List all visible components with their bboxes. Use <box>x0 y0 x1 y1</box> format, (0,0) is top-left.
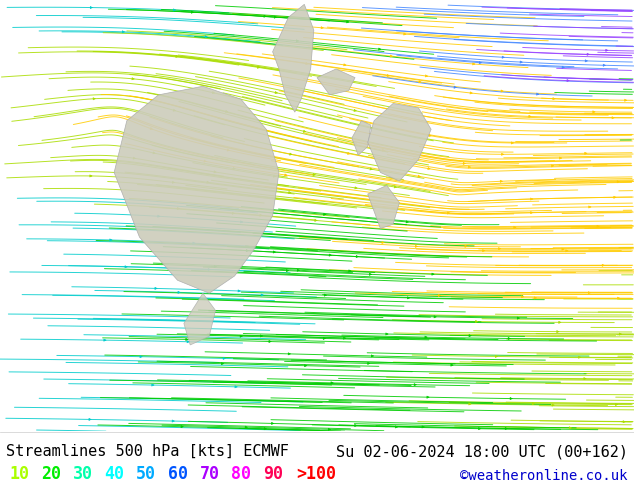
Text: 30: 30 <box>73 465 93 483</box>
Text: ©weatheronline.co.uk: ©weatheronline.co.uk <box>460 469 628 483</box>
Text: >100: >100 <box>297 465 337 483</box>
Polygon shape <box>368 185 399 228</box>
Text: 60: 60 <box>168 465 188 483</box>
Text: 40: 40 <box>105 465 125 483</box>
Polygon shape <box>352 121 371 155</box>
Polygon shape <box>368 103 431 181</box>
Text: 90: 90 <box>263 465 283 483</box>
Polygon shape <box>317 69 355 95</box>
Polygon shape <box>114 86 279 293</box>
Text: 80: 80 <box>231 465 252 483</box>
Text: 70: 70 <box>200 465 220 483</box>
Text: 50: 50 <box>136 465 157 483</box>
Text: 20: 20 <box>41 465 61 483</box>
Text: Su 02-06-2024 18:00 UTC (00+162): Su 02-06-2024 18:00 UTC (00+162) <box>335 444 628 459</box>
Polygon shape <box>184 293 216 345</box>
Text: Streamlines 500 hPa [kts] ECMWF: Streamlines 500 hPa [kts] ECMWF <box>6 444 289 459</box>
Polygon shape <box>273 4 314 112</box>
Text: 10: 10 <box>10 465 30 483</box>
